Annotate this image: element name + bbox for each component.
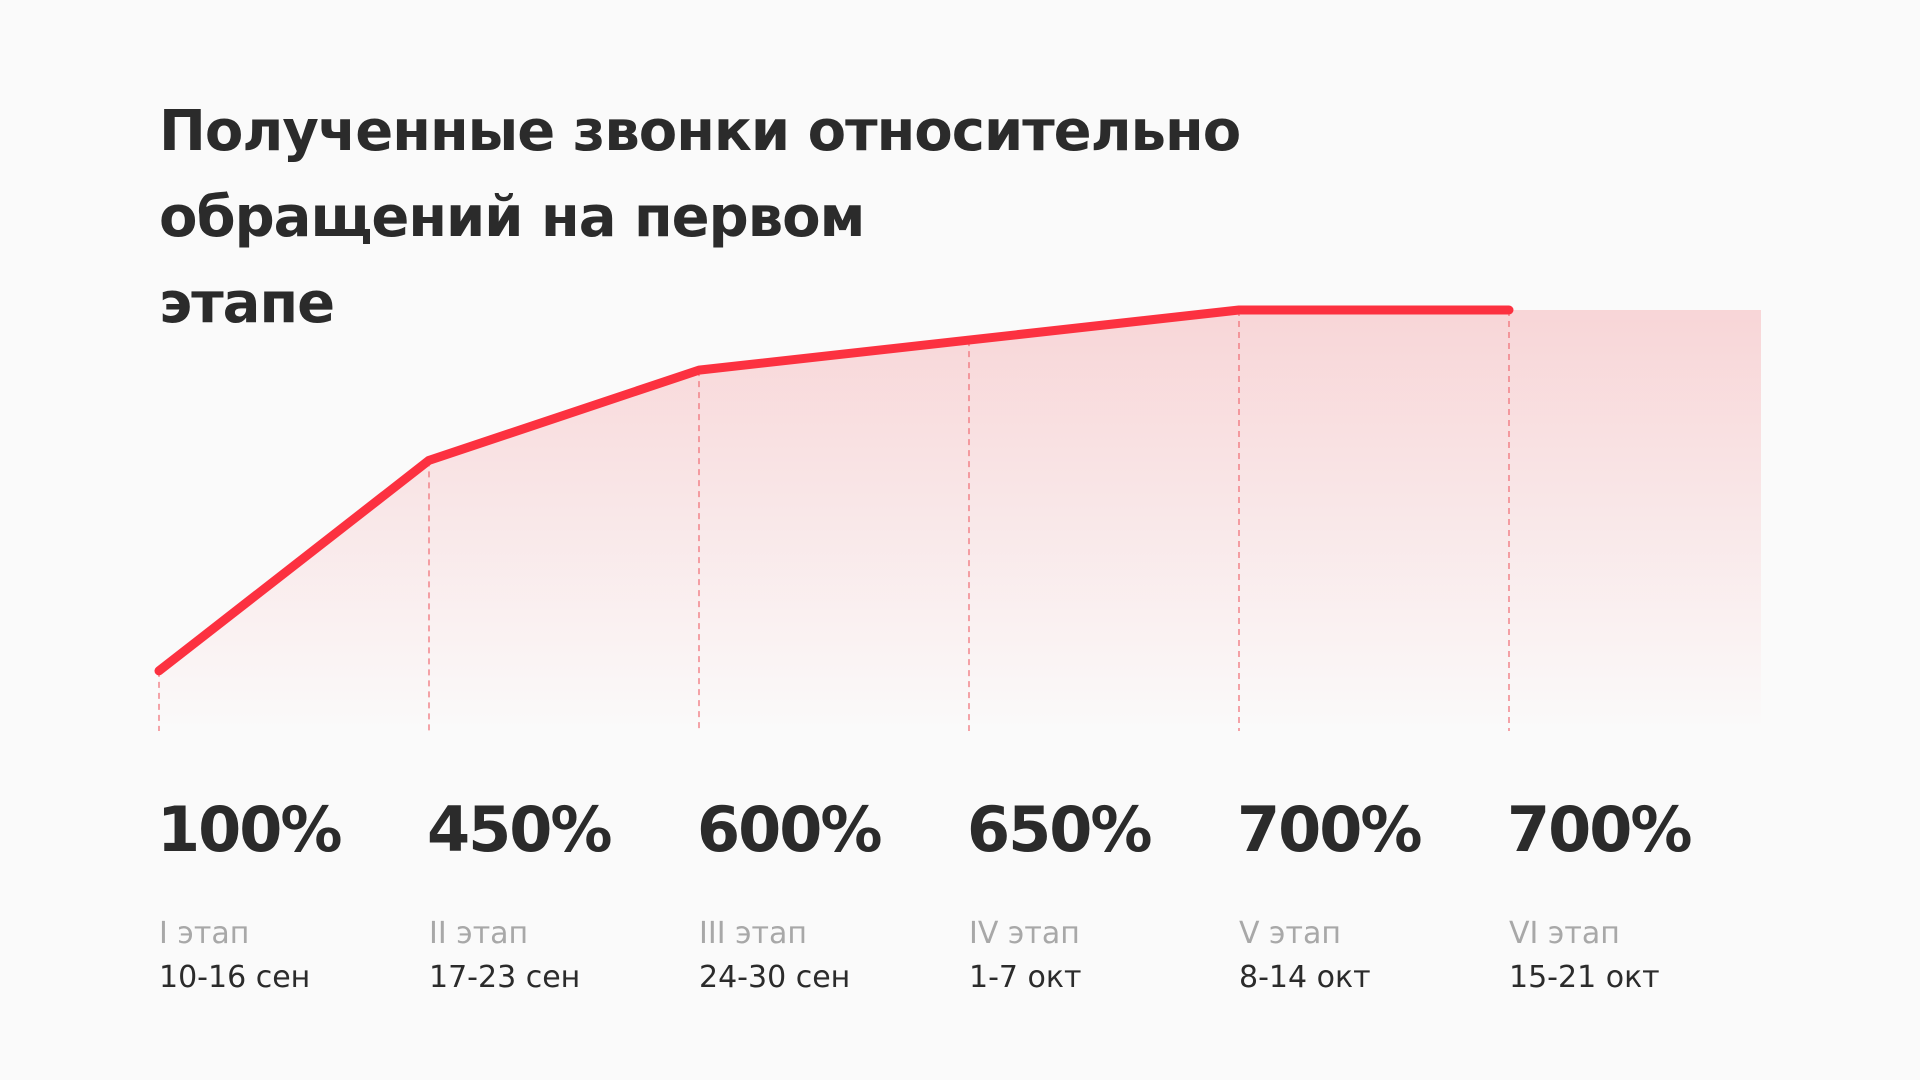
x-tick-label: 1-7 окт <box>969 960 1082 995</box>
x-tick-label: 10-16 сен <box>159 960 310 995</box>
stage-label: VI этап <box>1509 916 1620 951</box>
value-label: 700% <box>1237 793 1421 866</box>
x-tick-label: 17-23 сен <box>429 960 580 995</box>
stage-label: III этап <box>699 916 807 951</box>
chart-title: обращений на первом <box>159 185 864 250</box>
value-label: 700% <box>1507 793 1691 866</box>
chart-title: этапе <box>159 271 334 336</box>
x-tick-label: 15-21 окт <box>1509 960 1660 995</box>
x-tick-label: 24-30 сен <box>699 960 850 995</box>
value-label: 600% <box>697 793 881 866</box>
value-label: 100% <box>157 793 341 866</box>
stage-label: IV этап <box>969 916 1080 951</box>
stage-label: V этап <box>1239 916 1341 951</box>
chart-title: Полученные звонки относительно <box>159 99 1240 164</box>
area-fill <box>159 310 1761 731</box>
value-label: 450% <box>427 793 611 866</box>
value-label: 650% <box>967 793 1151 866</box>
stage-label: II этап <box>429 916 528 951</box>
line <box>154 305 1514 676</box>
stage-label: I этап <box>159 916 249 951</box>
x-tick-label: 8-14 окт <box>1239 960 1371 995</box>
